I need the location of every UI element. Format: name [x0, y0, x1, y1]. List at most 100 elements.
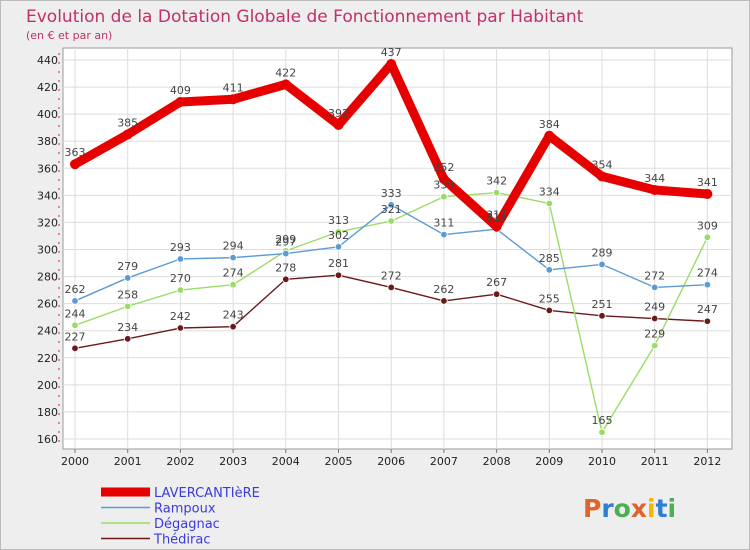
- y-tick-label: 200: [37, 379, 58, 392]
- data-label: 285: [539, 252, 560, 265]
- axis-dot: [58, 107, 60, 109]
- axis-dot: [58, 314, 60, 316]
- data-label: 242: [170, 310, 191, 323]
- y-tick-label: 280: [37, 271, 58, 284]
- data-label: 234: [117, 321, 138, 334]
- data-point: [334, 243, 343, 251]
- axis-dot: [58, 296, 60, 298]
- axis-dot: [58, 134, 60, 136]
- data-label: 262: [433, 283, 454, 296]
- data-label: 270: [170, 272, 191, 285]
- y-tick-label: 400: [37, 108, 58, 121]
- axis-dot: [58, 341, 60, 343]
- axis-dot: [58, 386, 60, 388]
- y-tick-label: 340: [37, 189, 58, 202]
- data-point: [282, 249, 290, 258]
- axis-dot: [58, 53, 60, 55]
- plot-area: [62, 47, 733, 450]
- data-point: [71, 297, 79, 305]
- x-tick-label: 2011: [641, 455, 669, 468]
- x-tick-label: 2007: [430, 455, 458, 468]
- data-label: 229: [644, 328, 665, 341]
- y-tick-label: 160: [37, 433, 58, 446]
- data-point: [71, 321, 79, 329]
- data-point: [703, 233, 712, 242]
- data-label: 333: [381, 187, 402, 200]
- data-point: [492, 290, 501, 298]
- axis-dot: [58, 440, 60, 442]
- data-point: [123, 335, 132, 343]
- data-label: 279: [117, 260, 138, 273]
- data-point: [651, 341, 659, 350]
- data-point: [598, 260, 606, 269]
- data-point: [71, 344, 79, 353]
- axis-dot: [58, 350, 60, 352]
- axis-dot: [58, 287, 60, 289]
- data-point: [229, 280, 237, 289]
- y-tick-label: 380: [37, 135, 58, 148]
- data-point: [491, 221, 502, 232]
- y-tick-label: 320: [37, 216, 58, 229]
- data-label: 339: [433, 179, 454, 192]
- data-point: [597, 171, 607, 182]
- axis-dot: [58, 251, 60, 253]
- axis-dot: [58, 305, 60, 307]
- data-label: 272: [381, 269, 402, 282]
- legend-label: LAVERCANTIèRE: [154, 486, 260, 501]
- data-label: 281: [328, 257, 349, 270]
- legend-label: Thédirac: [153, 533, 211, 548]
- data-point: [703, 280, 712, 289]
- axis-dot: [58, 71, 60, 73]
- data-label: 258: [117, 288, 138, 301]
- data-label: 247: [697, 303, 718, 316]
- y-tick-label: 220: [37, 352, 58, 365]
- data-label: 409: [170, 84, 191, 97]
- data-label: 278: [275, 261, 296, 274]
- data-label: 274: [697, 267, 718, 280]
- data-point: [649, 184, 660, 195]
- data-label: 385: [117, 116, 138, 129]
- data-point: [651, 283, 659, 292]
- axis-dot: [58, 332, 60, 334]
- axis-dot: [58, 125, 60, 127]
- data-point: [545, 266, 553, 274]
- data-label: 165: [592, 414, 613, 427]
- data-label: 392: [328, 107, 349, 120]
- data-point: [440, 193, 448, 201]
- data-point: [334, 271, 343, 279]
- data-label: 249: [644, 301, 665, 314]
- data-point: [386, 59, 397, 70]
- data-label: 255: [539, 292, 560, 305]
- data-point: [598, 312, 606, 320]
- data-point: [492, 188, 501, 197]
- data-point: [229, 253, 237, 262]
- axis-dot: [58, 116, 60, 118]
- data-label: 313: [328, 214, 349, 227]
- axis-dot: [58, 215, 60, 217]
- data-point: [598, 428, 606, 436]
- data-point: [333, 119, 344, 130]
- axis-dot: [58, 98, 60, 100]
- data-label: 344: [644, 172, 665, 185]
- data-point: [387, 201, 395, 209]
- data-point: [228, 94, 239, 105]
- data-label: 354: [592, 158, 613, 171]
- axis-dot: [58, 224, 60, 226]
- legend-label: Dégagnac: [154, 517, 220, 532]
- axis-dot: [58, 413, 60, 415]
- x-tick-label: 2005: [325, 455, 353, 468]
- data-label: 352: [433, 161, 454, 174]
- axis-dot: [58, 206, 60, 208]
- data-label: 363: [65, 146, 86, 159]
- y-tick-label: 360: [37, 162, 58, 175]
- axis-dot: [58, 368, 60, 370]
- data-label: 309: [697, 219, 718, 232]
- data-label: 262: [65, 283, 86, 296]
- data-point: [651, 314, 659, 323]
- axis-dot: [58, 278, 60, 280]
- x-tick-label: 2000: [61, 455, 89, 468]
- data-point: [703, 317, 712, 325]
- x-tick-label: 2008: [483, 455, 511, 468]
